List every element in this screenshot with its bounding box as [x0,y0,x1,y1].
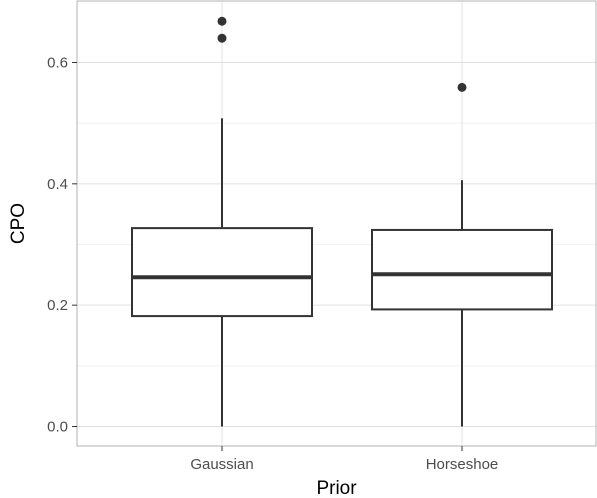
x-axis-ticks: Gaussian Horseshoe [190,446,498,473]
box-iqr [371,228,553,311]
box-gaussian [131,16,313,427]
box-iqr [131,227,313,318]
y-axis-title: CPO [8,203,29,244]
major-gridlines [77,1,596,446]
x-tick-label: Horseshoe [426,456,499,473]
x-axis-title: Prior [316,478,357,498]
boxes-layer [131,16,553,427]
outlier-point [457,82,467,92]
outlier-point [217,16,227,26]
panel-border [76,0,597,447]
y-tick-label: 0.0 [47,419,68,436]
y-tick-label: 0.4 [47,176,68,193]
box-horseshoe [371,82,553,427]
y-axis-ticks: 0.0 0.2 0.4 0.6 [47,55,77,436]
outlier-point [217,33,227,43]
y-tick-label: 0.2 [47,297,68,314]
x-tick-label: Gaussian [190,456,253,473]
y-tick-label: 0.6 [47,55,68,72]
